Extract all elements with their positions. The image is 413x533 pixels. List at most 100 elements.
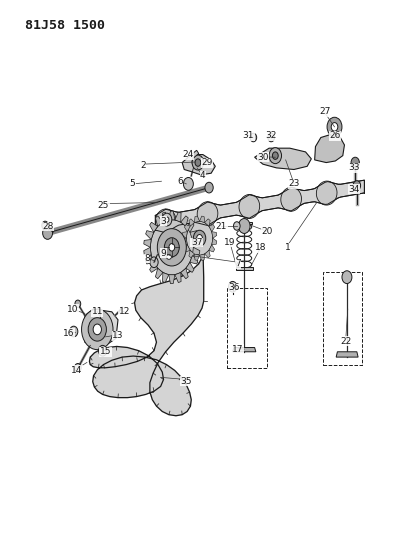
Polygon shape [209, 245, 214, 252]
Ellipse shape [316, 181, 336, 205]
Text: 37: 37 [190, 238, 202, 247]
Text: 23: 23 [287, 180, 299, 188]
Text: 8: 8 [144, 254, 150, 263]
Circle shape [74, 364, 81, 372]
Circle shape [204, 182, 213, 193]
Polygon shape [211, 232, 216, 238]
Circle shape [352, 181, 360, 190]
Circle shape [42, 221, 48, 230]
Polygon shape [145, 255, 153, 264]
Polygon shape [190, 255, 197, 264]
Text: 20: 20 [261, 228, 272, 236]
Circle shape [249, 133, 256, 142]
Text: 9: 9 [160, 249, 166, 257]
Circle shape [193, 230, 205, 246]
Circle shape [192, 158, 198, 166]
Circle shape [157, 229, 186, 266]
Text: 28: 28 [42, 222, 53, 231]
Circle shape [272, 152, 278, 159]
Text: 15: 15 [100, 348, 111, 356]
Polygon shape [188, 251, 194, 257]
Polygon shape [191, 150, 198, 158]
Text: 33: 33 [347, 164, 359, 172]
Text: 21: 21 [215, 222, 227, 231]
Polygon shape [199, 216, 204, 222]
Circle shape [164, 238, 179, 257]
Text: 17: 17 [232, 345, 243, 353]
Polygon shape [209, 224, 214, 232]
Polygon shape [194, 254, 199, 261]
Circle shape [267, 133, 274, 142]
Polygon shape [185, 222, 194, 232]
Circle shape [341, 271, 351, 284]
Polygon shape [169, 274, 174, 284]
Text: 27: 27 [318, 108, 330, 116]
Text: 31: 31 [242, 132, 254, 140]
Polygon shape [174, 212, 180, 222]
Circle shape [81, 309, 113, 350]
Polygon shape [85, 309, 118, 345]
Circle shape [228, 281, 236, 292]
Circle shape [186, 221, 212, 255]
Text: 12: 12 [118, 308, 130, 316]
Circle shape [169, 244, 174, 251]
Ellipse shape [164, 252, 173, 262]
Bar [322, 272, 361, 365]
Polygon shape [211, 238, 216, 245]
Polygon shape [204, 251, 210, 257]
Circle shape [98, 345, 107, 356]
Text: 26: 26 [329, 132, 340, 140]
Circle shape [164, 217, 169, 222]
Polygon shape [182, 232, 187, 238]
Circle shape [330, 123, 337, 131]
Polygon shape [180, 216, 188, 227]
Polygon shape [162, 212, 169, 222]
Text: 5: 5 [129, 180, 135, 188]
Bar [226, 288, 267, 368]
Circle shape [93, 324, 101, 335]
Polygon shape [184, 245, 190, 252]
Polygon shape [185, 262, 194, 272]
Ellipse shape [197, 201, 217, 226]
Circle shape [150, 257, 158, 268]
Circle shape [268, 148, 281, 164]
Circle shape [150, 220, 193, 275]
Polygon shape [145, 231, 153, 239]
Polygon shape [204, 219, 210, 226]
Ellipse shape [155, 209, 176, 233]
Polygon shape [194, 216, 199, 222]
Circle shape [88, 318, 106, 341]
Ellipse shape [166, 255, 171, 260]
Text: 22: 22 [339, 337, 351, 345]
Polygon shape [199, 254, 204, 261]
Text: 24: 24 [182, 150, 194, 159]
Text: 32: 32 [265, 132, 276, 140]
Text: 11: 11 [91, 308, 103, 316]
Polygon shape [314, 134, 344, 163]
Circle shape [75, 300, 81, 308]
Polygon shape [182, 155, 215, 175]
Polygon shape [192, 239, 199, 247]
Polygon shape [254, 148, 311, 169]
Polygon shape [188, 219, 194, 226]
Circle shape [238, 219, 249, 233]
Polygon shape [155, 216, 162, 227]
Polygon shape [182, 238, 187, 245]
Text: 16: 16 [62, 329, 74, 337]
Polygon shape [335, 352, 357, 357]
Circle shape [183, 177, 193, 190]
Polygon shape [232, 348, 255, 352]
Polygon shape [180, 268, 188, 279]
Text: 19: 19 [223, 238, 235, 247]
Polygon shape [184, 224, 190, 232]
Text: 34: 34 [347, 185, 359, 193]
Text: 6: 6 [177, 177, 183, 185]
Polygon shape [190, 231, 197, 239]
Circle shape [192, 155, 203, 170]
Polygon shape [155, 268, 162, 279]
Text: 81J58 1500: 81J58 1500 [25, 19, 104, 31]
Polygon shape [155, 180, 363, 233]
Ellipse shape [280, 187, 301, 211]
Polygon shape [174, 272, 180, 282]
Text: 3: 3 [160, 217, 166, 225]
